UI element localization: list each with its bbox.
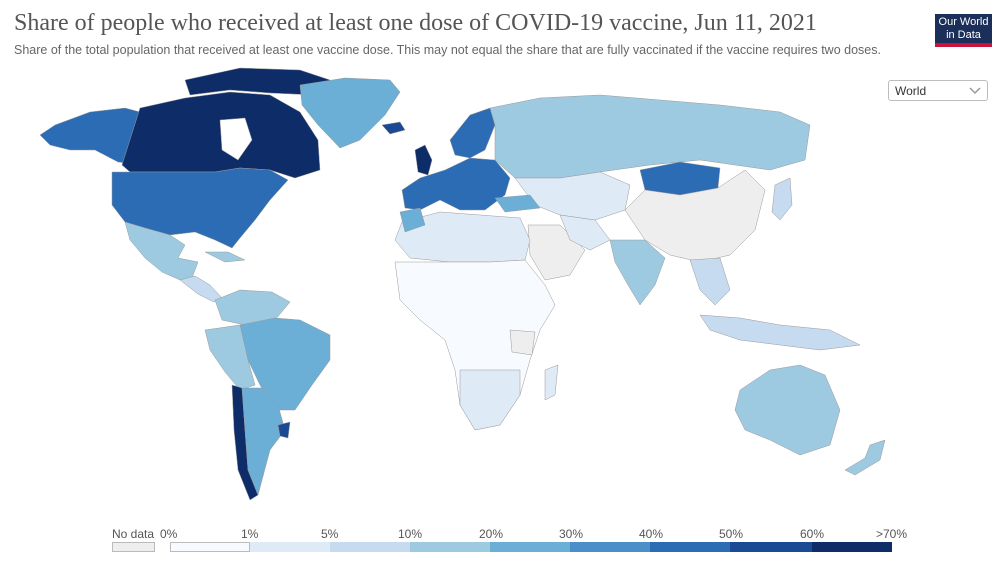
region-select[interactable]: World <box>888 80 988 101</box>
legend-swatch-20-30[interactable] <box>490 542 570 552</box>
legend-tick-7: 50% <box>719 527 744 541</box>
chart-subtitle: Share of the total population that recei… <box>14 43 881 57</box>
map-region-tanzania[interactable] <box>509 329 536 356</box>
map-region-scandinavia[interactable] <box>449 107 496 159</box>
map-region-russia[interactable] <box>489 94 811 179</box>
map-region-madagascar[interactable] <box>544 364 559 401</box>
legend-swatch-1-5[interactable] <box>250 542 330 552</box>
legend-swatch-5-10[interactable] <box>330 542 410 552</box>
legend-swatch-50-60[interactable] <box>730 542 812 552</box>
chart-title: Share of people who received at least on… <box>14 10 817 36</box>
legend-no-data-swatch[interactable] <box>112 542 155 552</box>
region-select-value: World <box>895 84 927 98</box>
map-region-alaska[interactable] <box>39 107 141 166</box>
owid-logo[interactable]: Our World in Data <box>935 14 992 47</box>
map-region-turkey[interactable] <box>494 194 541 213</box>
legend-tick-2: 5% <box>321 527 339 541</box>
map-region-united-kingdom[interactable] <box>414 144 433 176</box>
map-region-indonesia[interactable] <box>699 314 861 351</box>
legend-no-data-label: No data <box>112 527 155 541</box>
map-region-new-zealand[interactable] <box>844 439 886 476</box>
map-region-iran[interactable] <box>559 214 611 251</box>
logo-line-2: in Data <box>946 29 981 41</box>
map-region-central-america[interactable] <box>179 275 223 303</box>
hudson-bay <box>219 117 253 161</box>
legend-tick-5: 30% <box>559 527 584 541</box>
legend-swatch-0-1[interactable] <box>170 542 250 552</box>
map-region-mexico[interactable] <box>124 221 199 281</box>
map-region-japan[interactable] <box>771 177 793 221</box>
map-region-china[interactable] <box>624 169 766 263</box>
chevron-down-icon <box>969 87 981 95</box>
legend-tick-0: 0% <box>160 527 178 541</box>
legend-swatch-30-40[interactable] <box>570 542 650 552</box>
logo-line-1: Our World <box>938 16 989 28</box>
legend-tick-9: >70% <box>876 527 908 541</box>
legend-tick-6: 40% <box>639 527 664 541</box>
map-region-iceland[interactable] <box>381 121 406 135</box>
legend-tick-4: 20% <box>479 527 504 541</box>
map-region-central-asia[interactable] <box>514 171 631 221</box>
map-region-australia[interactable] <box>734 364 841 456</box>
legend-swatch-60-70[interactable] <box>812 542 892 552</box>
map-region-greenland[interactable] <box>299 77 401 149</box>
map-region-argentina[interactable] <box>241 387 286 496</box>
legend-tick-8: 60% <box>800 527 825 541</box>
map-region-colombia-venezuela[interactable] <box>214 289 291 326</box>
map-region-morocco[interactable] <box>399 207 426 233</box>
map-region-uruguay[interactable] <box>277 421 291 439</box>
map-region-peru-bolivia[interactable] <box>204 324 256 391</box>
map-region-cuba[interactable] <box>204 251 246 263</box>
legend-tick-1: 1% <box>241 527 259 541</box>
legend-swatch-40-50[interactable] <box>650 542 730 552</box>
map-region-southern-africa[interactable] <box>459 369 521 431</box>
map-region-southeast-asia[interactable] <box>689 257 731 306</box>
legend-tick-3: 10% <box>398 527 423 541</box>
map-region-india[interactable] <box>609 239 666 306</box>
legend-swatch-10-20[interactable] <box>410 542 490 552</box>
